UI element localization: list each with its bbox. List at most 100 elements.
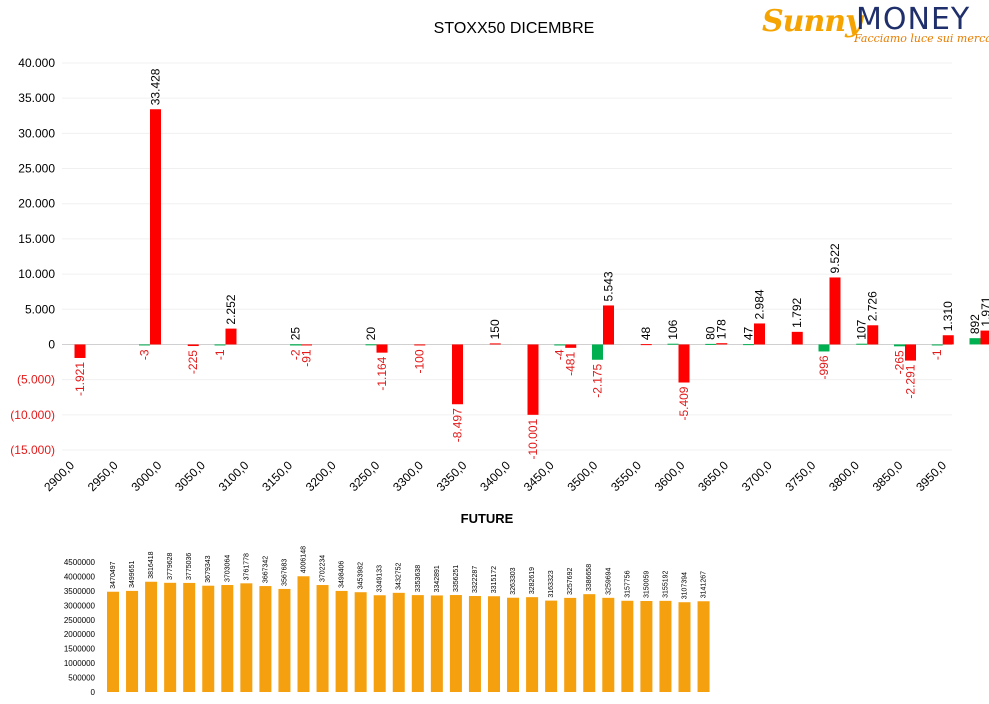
- main-bar-data-label: -91: [300, 349, 314, 367]
- main-x-tick-label: 2950,0: [85, 458, 121, 494]
- main-x-tick-label: 3250,0: [346, 458, 382, 494]
- future-bar: [259, 586, 272, 692]
- main-bar: [187, 344, 199, 347]
- main-bar: [829, 277, 841, 345]
- main-bar: [818, 344, 830, 352]
- future-bar-data-label: 3259694: [605, 567, 612, 594]
- future-bar: [126, 590, 139, 692]
- main-bar: [980, 330, 989, 345]
- main-bar: [743, 344, 754, 346]
- future-bar-data-label: 3322287: [472, 566, 479, 593]
- future-bar-data-label: 4006148: [301, 546, 308, 573]
- main-bar: [452, 344, 463, 405]
- future-bar-data-label: 3342891: [434, 565, 441, 592]
- future-bar: [411, 595, 424, 692]
- main-bar-data-label: 80: [704, 326, 718, 340]
- future-bar-data-label: 3155192: [662, 570, 669, 597]
- future-bar: [145, 581, 158, 692]
- future-y-tick-label: 1000000: [64, 659, 96, 668]
- main-bar: [867, 325, 879, 345]
- future-bar: [316, 585, 329, 692]
- main-x-tick-label: 3050,0: [172, 458, 208, 494]
- main-y-tick-label: (10.000): [10, 408, 55, 422]
- main-x-tick-label: 3100,0: [216, 458, 252, 494]
- main-bar-data-label: 33.428: [149, 68, 163, 105]
- main-x-tick-label: 3550,0: [608, 458, 644, 494]
- main-bar-data-label: -2.291: [904, 364, 918, 398]
- main-bar-data-label: -2: [289, 349, 303, 360]
- main-x-tick-label: 3600,0: [652, 458, 688, 494]
- future-bar: [526, 597, 539, 692]
- future-bar-data-label: 3498406: [339, 561, 346, 588]
- future-y-tick-label: 4000000: [64, 572, 96, 581]
- main-x-tick-label: 3300,0: [390, 458, 426, 494]
- main-y-tick-label: 10.000: [18, 267, 55, 281]
- main-bar-data-label: -225: [186, 350, 200, 374]
- future-bar-data-label: 3702234: [320, 555, 327, 582]
- future-bar: [659, 600, 672, 692]
- main-bar: [565, 344, 577, 348]
- main-bar-data-label: 892: [968, 314, 982, 334]
- future-bar: [602, 597, 615, 692]
- main-y-tick-label: (15.000): [10, 443, 55, 457]
- future-y-tick-label: 2000000: [64, 630, 96, 639]
- main-y-tick-label: 5.000: [25, 302, 55, 316]
- main-y-tick-label: 20.000: [18, 197, 55, 211]
- future-bar: [545, 600, 558, 692]
- main-bar: [74, 344, 86, 358]
- future-bar-data-label: 3470497: [110, 561, 117, 588]
- main-bar: [365, 344, 377, 346]
- future-bar-data-label: 3107394: [682, 572, 689, 599]
- main-bar: [301, 344, 312, 346]
- main-bar: [856, 343, 868, 345]
- main-bar: [678, 344, 690, 383]
- main-bar: [592, 344, 603, 360]
- main-bar: [150, 109, 161, 345]
- future-bar: [107, 591, 119, 692]
- main-bar: [754, 323, 765, 345]
- main-bar: [667, 343, 679, 345]
- main-bar-data-label: 1.792: [790, 297, 804, 327]
- future-y-tick-label: 3000000: [64, 601, 96, 610]
- main-x-tick-label: 3750,0: [782, 458, 818, 494]
- main-bar-data-label: 20: [364, 327, 378, 341]
- main-bar: [931, 344, 943, 346]
- main-y-tick-label: 15.000: [18, 232, 55, 246]
- main-bar-data-label: 5.543: [602, 271, 616, 301]
- logo-money-text: MONEY: [856, 2, 971, 37]
- main-bar-data-label: 2.984: [753, 289, 767, 319]
- main-bar: [214, 344, 226, 346]
- main-bar-data-label: 2.726: [866, 291, 880, 321]
- main-bar-data-label: 106: [666, 319, 680, 339]
- future-bar: [640, 600, 653, 692]
- main-bar: [554, 344, 566, 346]
- main-chart: 40.000 35.000 30.000 25.000 20.000 15.000 10.0…: [10, 56, 989, 494]
- main-bar: [489, 343, 501, 345]
- future-bar: [297, 576, 310, 692]
- main-bar: [705, 343, 717, 345]
- future-bar-data-label: 3432752: [396, 562, 403, 589]
- future-bar-data-label: 3257692: [567, 568, 574, 595]
- main-bar-data-label: 107: [855, 319, 869, 339]
- main-x-tick-label: 2900,0: [41, 458, 77, 494]
- future-bar: [583, 594, 596, 692]
- future-bar-data-label: 3353638: [415, 565, 422, 592]
- main-bar-data-label: -5.409: [677, 386, 691, 420]
- main-bar-data-label: 150: [488, 319, 502, 339]
- future-bar: [621, 600, 634, 692]
- main-bar-data-label: -1.164: [375, 356, 389, 390]
- main-bar: [414, 344, 426, 346]
- main-y-tick-label: 30.000: [18, 126, 55, 140]
- future-bar-data-label: 3567683: [281, 559, 288, 586]
- future-bar-data-label: 3453982: [358, 562, 365, 589]
- main-x-tick-label: 3650,0: [695, 458, 731, 494]
- future-y-tick-label: 0: [91, 688, 96, 697]
- future-bar-data-label: 3163323: [548, 570, 555, 597]
- main-x-tick-label: 3850,0: [870, 458, 906, 494]
- main-bar-data-label: -996: [817, 355, 831, 379]
- main-bar-data-label: -481: [564, 352, 578, 376]
- main-bar-data-label: -3: [138, 349, 152, 360]
- main-bar-data-label: -2.175: [591, 363, 605, 397]
- future-y-tick-label: 3500000: [64, 587, 96, 596]
